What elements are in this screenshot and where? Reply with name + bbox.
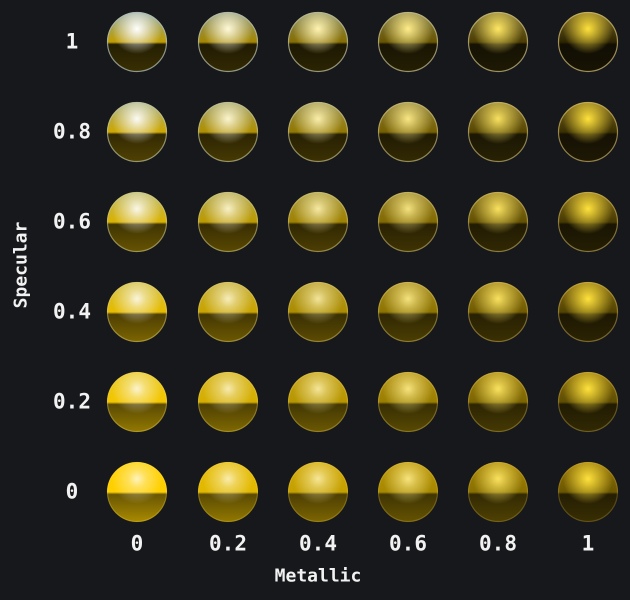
x-tick-label: 0.4: [299, 531, 337, 556]
sphere-m0-s0.4: [106, 281, 168, 343]
sphere-m0.6-s0.8: [377, 101, 439, 163]
sphere-m0.8-s0.4: [467, 281, 529, 343]
sphere-m1-s1: [557, 11, 619, 73]
x-tick-label: 0.2: [209, 531, 247, 556]
y-tick-label: 0.2: [53, 389, 91, 414]
sphere-m0.4-s0: [287, 461, 349, 523]
y-tick-label: 0.6: [53, 209, 91, 234]
sphere-m1-s0.2: [557, 371, 619, 433]
sphere-m0.2-s0.8: [197, 101, 259, 163]
sphere-m0.8-s0.8: [467, 101, 529, 163]
sphere-m0.6-s0.4: [377, 281, 439, 343]
y-tick-label: 0: [65, 479, 79, 504]
sphere-m0.4-s0.6: [287, 191, 349, 253]
y-tick-label: 0.4: [53, 299, 91, 324]
sphere-m0.8-s0.6: [467, 191, 529, 253]
sphere-m0-s1: [106, 11, 168, 73]
sphere-m0-s0.2: [106, 371, 168, 433]
y-tick-label: 0.8: [53, 119, 91, 144]
x-tick-label: 1: [581, 531, 595, 556]
sphere-m0.6-s0.2: [377, 371, 439, 433]
sphere-m1-s0.8: [557, 101, 619, 163]
sphere-m0.6-s0: [377, 461, 439, 523]
sphere-m0.6-s0.6: [377, 191, 439, 253]
sphere-m0.4-s0.4: [287, 281, 349, 343]
sphere-m0.4-s0.2: [287, 371, 349, 433]
sphere-m0.8-s0.2: [467, 371, 529, 433]
y-axis-title: Specular: [10, 221, 32, 309]
sphere-m0.2-s0.2: [197, 371, 259, 433]
sphere-m0-s0: [106, 461, 168, 523]
sphere-m0.4-s1: [287, 11, 349, 73]
sphere-m0.2-s0.4: [197, 281, 259, 343]
sphere-m0.8-s0: [467, 461, 529, 523]
x-tick-label: 0.8: [479, 531, 517, 556]
sphere-m0.4-s0.8: [287, 101, 349, 163]
sphere-m0.2-s1: [197, 11, 259, 73]
sphere-m1-s0.6: [557, 191, 619, 253]
sphere-m1-s0: [557, 461, 619, 523]
sphere-m0.8-s1: [467, 11, 529, 73]
sphere-m1-s0.4: [557, 281, 619, 343]
sphere-m0-s0.6: [106, 191, 168, 253]
sphere-m0.2-s0: [197, 461, 259, 523]
y-tick-label: 1: [65, 29, 79, 54]
sphere-m0-s0.8: [106, 101, 168, 163]
x-tick-label: 0: [130, 531, 144, 556]
sphere-m0.6-s1: [377, 11, 439, 73]
x-axis-title: Metallic: [274, 565, 362, 587]
sphere-m0.2-s0.6: [197, 191, 259, 253]
x-tick-label: 0.6: [389, 531, 427, 556]
